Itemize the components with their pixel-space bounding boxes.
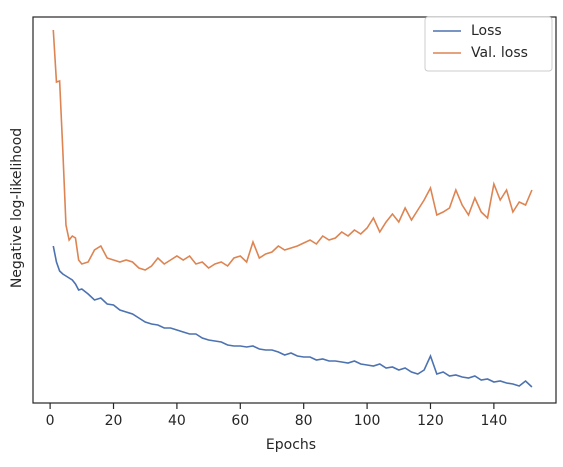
legend-label: Val. loss bbox=[471, 45, 528, 61]
legend-label: Loss bbox=[471, 23, 502, 39]
x-tick-label: 20 bbox=[105, 413, 123, 429]
x-tick-label: 40 bbox=[168, 413, 186, 429]
x-tick-label: 0 bbox=[46, 413, 55, 429]
x-tick-label: 120 bbox=[417, 413, 444, 429]
x-tick-label: 100 bbox=[354, 413, 381, 429]
x-tick-label: 80 bbox=[295, 413, 313, 429]
line-series bbox=[52, 29, 533, 271]
plot-frame bbox=[32, 16, 557, 404]
line-series bbox=[52, 245, 533, 388]
y-axis-label: Negative log-likelihood bbox=[9, 128, 25, 288]
x-tick-label: 140 bbox=[481, 413, 508, 429]
x-axis-label: Epochs bbox=[266, 437, 316, 453]
x-tick-label: 60 bbox=[231, 413, 249, 429]
